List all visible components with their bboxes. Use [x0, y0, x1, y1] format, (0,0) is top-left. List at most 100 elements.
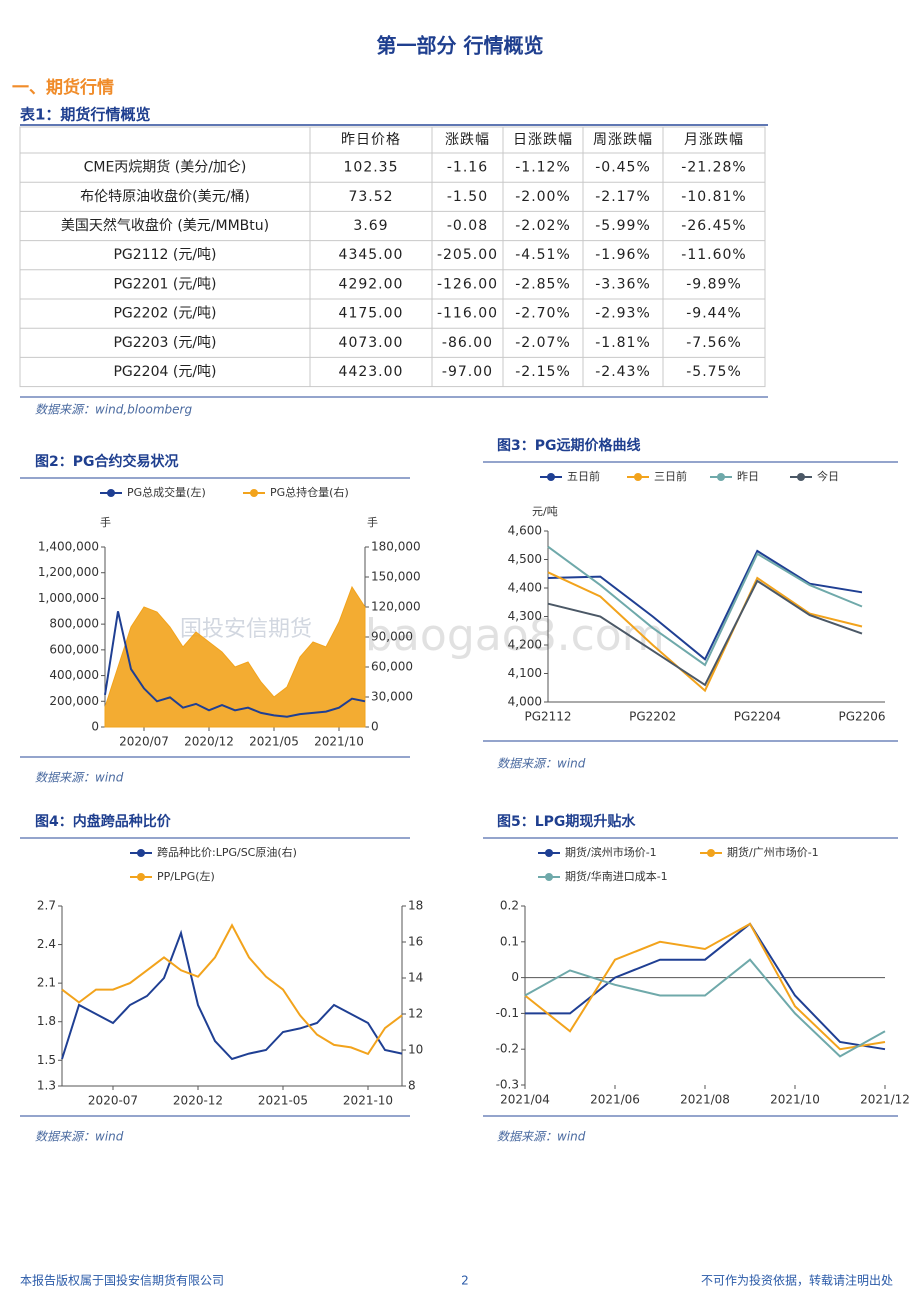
x-tick-label: PG2112: [524, 710, 571, 724]
legend-label: 跨品种比价:LPG/SC原油(右): [157, 845, 297, 859]
y-tick-label: 0: [91, 720, 99, 734]
page-title: 第一部分 行情概览: [377, 34, 544, 58]
line: [525, 922, 886, 1051]
x-tick-label: PG2202: [629, 710, 676, 724]
x-tick-label: 2021/05: [249, 735, 299, 749]
x-tick-label: 2021-05: [258, 1094, 308, 1108]
legend-label: 期货/华南进口成本-1: [565, 869, 668, 883]
y2-tick-label: 18: [408, 899, 423, 913]
y-tick-label: 4,600: [508, 524, 542, 538]
table-header: 月涨跌幅: [684, 132, 744, 148]
line: [61, 923, 403, 1056]
y-tick-label: 400,000: [49, 668, 99, 682]
legend-marker: [707, 849, 715, 857]
table-cell: -1.50: [447, 189, 488, 205]
table-cell: -2.43%: [595, 364, 651, 380]
table-cell: -1.12%: [515, 160, 571, 176]
y2-tick-label: 10: [408, 1043, 423, 1057]
y2-tick-label: 8: [408, 1079, 416, 1093]
table-header: 涨跌幅: [445, 132, 490, 148]
line: [547, 579, 863, 687]
y-tick-label: 1.5: [37, 1053, 56, 1067]
y-unit: 元/吨: [532, 505, 558, 518]
y-tick-label: 0.2: [500, 899, 519, 913]
table-row-label: PG2202 (元/吨): [113, 306, 216, 322]
table-row-label: 布伦特原油收盘价(美元/桶): [80, 188, 250, 205]
table-cell: -1.96%: [595, 247, 651, 263]
y2-tick-label: 16: [408, 935, 423, 949]
table-cell: -2.15%: [515, 364, 571, 380]
legend-marker: [137, 849, 145, 857]
table-cell: -2.02%: [515, 218, 571, 234]
table-cell: -0.45%: [595, 160, 651, 176]
table-cell: -2.93%: [595, 306, 651, 322]
table-row-label: CME丙烷期货 (美分/加仑): [84, 159, 247, 176]
table-cell: -126.00: [437, 276, 498, 292]
table-cell: -26.45%: [681, 218, 746, 234]
table-cell: 4175.00: [339, 306, 404, 322]
legend-label: 五日前: [567, 469, 600, 483]
footer-left: 本报告版权属于国投安信期货有限公司: [20, 1273, 224, 1288]
y2-tick-label: 60,000: [371, 660, 413, 674]
table-cell: -3.36%: [595, 276, 651, 292]
legend-label: 今日: [817, 469, 839, 483]
y2-tick-label: 0: [371, 720, 379, 734]
table-cell: -2.07%: [515, 335, 571, 351]
y-tick-label: 2.4: [37, 937, 56, 951]
table-header: 日涨跌幅: [513, 132, 573, 148]
table-header: 昨日价格: [341, 132, 401, 148]
table-frame: [19, 126, 766, 388]
y-tick-label: 4,200: [508, 638, 542, 652]
table-cell: 3.69: [353, 218, 388, 234]
line: [547, 549, 863, 661]
section-title: 一、期货行情: [12, 77, 114, 98]
line: [547, 545, 863, 667]
table-cell: -205.00: [437, 247, 498, 263]
y-tick-label: 4,500: [508, 552, 542, 566]
x-tick-label: PG2204: [734, 710, 781, 724]
table-row-label: PG2201 (元/吨): [113, 276, 216, 292]
y-tick-label: 0: [511, 970, 519, 984]
y-tick-label: 1,000,000: [38, 591, 99, 605]
legend-label: PG总成交量(左): [127, 485, 206, 499]
legend-marker: [107, 489, 115, 497]
figure-title: 图4：内盘跨品种比价: [35, 813, 172, 830]
y2-tick-label: 30,000: [371, 690, 413, 704]
legend-marker: [634, 473, 642, 481]
y2-tick-label: 12: [408, 1007, 423, 1021]
table-cell: -2.70%: [515, 306, 571, 322]
legend-marker: [250, 489, 258, 497]
table-caption: 表1：期货行情概览: [20, 106, 150, 124]
line: [524, 958, 886, 1058]
figure-source: 数据来源：wind: [497, 757, 586, 771]
table-cell: -21.28%: [681, 160, 746, 176]
x-tick-label: 2021/10: [314, 735, 364, 749]
table-source: 数据来源：wind,bloomberg: [35, 403, 192, 417]
table-cell: -2.85%: [515, 276, 571, 292]
x-tick-label: 2021/06: [590, 1093, 640, 1107]
table-cell: -9.44%: [686, 306, 742, 322]
x-tick-label: 2020-07: [88, 1094, 138, 1108]
legend-label: 昨日: [737, 470, 759, 483]
y-tick-label: 200,000: [49, 694, 99, 708]
x-tick-label: 2020-12: [173, 1094, 223, 1108]
y-tick-label: 1,200,000: [38, 565, 99, 579]
y2-tick-label: 150,000: [371, 570, 421, 584]
y-tick-label: 4,100: [508, 666, 542, 680]
table-cell: -0.08: [447, 218, 488, 234]
y-tick-label: -0.3: [496, 1078, 519, 1092]
line: [547, 571, 863, 693]
x-tick-label: 2021/04: [500, 1093, 550, 1107]
table-header: 周涨跌幅: [593, 132, 653, 148]
legend-label: 三日前: [654, 469, 687, 483]
figure-title: 图5：LPG期现升贴水: [497, 813, 636, 830]
footer-right: 不可作为投资依据，转载请注明出处: [701, 1273, 893, 1288]
y-unit: 手: [100, 515, 111, 529]
table-cell: -7.56%: [686, 335, 742, 351]
y-tick-label: 2.1: [37, 976, 56, 990]
table-cell: 4292.00: [339, 276, 404, 292]
area: [104, 585, 366, 728]
y-tick-label: 1.3: [37, 1079, 56, 1093]
figure-title: 图2：PG合约交易状况: [35, 453, 179, 470]
